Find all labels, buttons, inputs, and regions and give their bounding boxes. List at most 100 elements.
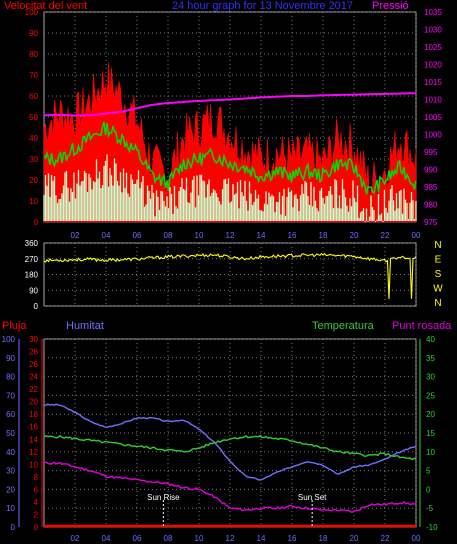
direction-tick: 360 bbox=[25, 239, 39, 248]
wind-x-tick: 22 bbox=[381, 231, 390, 240]
wind-low-series bbox=[43, 154, 417, 222]
rain-tick: 10 bbox=[29, 460, 38, 469]
sunrise-label: Sun Rise bbox=[147, 493, 180, 502]
pressure-tick: 1015 bbox=[424, 78, 442, 87]
wind-x-tick: 02 bbox=[71, 231, 80, 240]
pressure-tick: 1020 bbox=[424, 61, 442, 70]
wind-x-tick: 18 bbox=[319, 231, 328, 240]
direction-tick: 270 bbox=[25, 255, 39, 264]
direction-tick: 0 bbox=[34, 302, 39, 311]
rain-tick: 20 bbox=[29, 398, 38, 407]
rain-tick: 4 bbox=[34, 498, 39, 507]
lower-x-tick: 02 bbox=[71, 534, 80, 543]
rain-tick: 16 bbox=[29, 423, 38, 432]
direction-series bbox=[43, 252, 417, 299]
lower-x-tick: 00 bbox=[412, 534, 421, 543]
wind-speed-tick: 80 bbox=[29, 50, 38, 59]
rain-tick: 14 bbox=[29, 435, 38, 444]
compass-letter: N bbox=[434, 240, 441, 251]
sunset-label: Sun Set bbox=[298, 493, 327, 502]
pressure-series bbox=[43, 92, 417, 117]
humidity-tick: 60 bbox=[6, 410, 15, 419]
humidity-tick: 30 bbox=[6, 467, 15, 476]
rain-tick: 6 bbox=[34, 485, 39, 494]
wind-speed-tick: 0 bbox=[34, 218, 39, 227]
temperature-tick: 30 bbox=[426, 373, 435, 382]
wind-x-tick: 00 bbox=[412, 231, 421, 240]
temperature-tick: -10 bbox=[426, 523, 438, 532]
wind-x-tick: 12 bbox=[226, 231, 235, 240]
compass-letter: N bbox=[434, 298, 441, 309]
lower-x-tick: 18 bbox=[319, 534, 328, 543]
wind-speed-tick: 50 bbox=[29, 113, 38, 122]
rain-tick: 30 bbox=[29, 335, 38, 344]
graph-title: 24 hour graph for 13 Novembre 2017 bbox=[172, 0, 354, 12]
rain-tick: 8 bbox=[34, 473, 39, 482]
pressure-tick: 985 bbox=[424, 183, 438, 192]
pressure-tick: 995 bbox=[424, 148, 438, 157]
pressure-tick: 1030 bbox=[424, 26, 442, 35]
wind-speed-tick: 30 bbox=[29, 155, 38, 164]
temperature-tick: 20 bbox=[426, 410, 435, 419]
temperature-tick: 40 bbox=[426, 335, 435, 344]
direction-tick: 180 bbox=[25, 271, 39, 280]
lower-x-tick: 16 bbox=[288, 534, 297, 543]
wind-speed-tick: 70 bbox=[29, 71, 38, 80]
pressure-tick: 1010 bbox=[424, 96, 442, 105]
wind-x-tick: 16 bbox=[288, 231, 297, 240]
compass-letter: E bbox=[435, 255, 442, 266]
temperature-tick: 35 bbox=[426, 354, 435, 363]
pressure-tick: 1035 bbox=[424, 8, 442, 17]
rain-tick: 26 bbox=[29, 360, 38, 369]
humidity-tick: 50 bbox=[6, 429, 15, 438]
wind-speed-tick: 40 bbox=[29, 134, 38, 143]
lower-x-tick: 20 bbox=[350, 534, 359, 543]
lower-x-tick: 14 bbox=[257, 534, 266, 543]
wind-speed-tick: 20 bbox=[29, 176, 38, 185]
pressure-title: Pressió bbox=[372, 0, 409, 12]
humidity-label: Humitat bbox=[66, 320, 104, 332]
temperature-tick: 15 bbox=[426, 429, 435, 438]
dewpoint-series bbox=[43, 461, 417, 514]
wind-speed-tick: 100 bbox=[25, 8, 39, 17]
temperature-series bbox=[43, 434, 417, 461]
humidity-tick: 100 bbox=[2, 335, 16, 344]
direction-tick: 90 bbox=[29, 286, 38, 295]
humidity-tick: 10 bbox=[6, 504, 15, 513]
humidity-tick: 90 bbox=[6, 354, 15, 363]
lower-x-tick: 08 bbox=[164, 534, 173, 543]
wind-speed-tick: 90 bbox=[29, 29, 38, 38]
rain-tick: 18 bbox=[29, 410, 38, 419]
temperature-tick: 5 bbox=[426, 467, 431, 476]
humidity-tick: 0 bbox=[11, 523, 16, 532]
rain-tick: 0 bbox=[34, 523, 39, 532]
pressure-tick: 990 bbox=[424, 166, 438, 175]
temperature-tick: 25 bbox=[426, 391, 435, 400]
humidity-tick: 20 bbox=[6, 485, 15, 494]
pressure-tick: 1005 bbox=[424, 113, 442, 122]
wind-x-tick: 06 bbox=[133, 231, 142, 240]
temperature-label: Temperatura bbox=[312, 320, 374, 332]
lower-x-tick: 06 bbox=[133, 534, 142, 543]
wind-speed-tick: 60 bbox=[29, 92, 38, 101]
temperature-tick: 0 bbox=[426, 485, 431, 494]
rain-tick: 12 bbox=[29, 448, 38, 457]
pressure-tick: 1025 bbox=[424, 43, 442, 52]
rain-tick: 2 bbox=[34, 510, 39, 519]
wind-x-tick: 14 bbox=[257, 231, 266, 240]
rain-tick: 28 bbox=[29, 348, 38, 357]
wind-x-tick: 20 bbox=[350, 231, 359, 240]
humidity-tick: 80 bbox=[6, 373, 15, 382]
wind-x-tick: 04 bbox=[102, 231, 111, 240]
temperature-tick: 10 bbox=[426, 448, 435, 457]
wind-average-series bbox=[43, 121, 417, 195]
rain-label: Pluja bbox=[2, 320, 27, 332]
pressure-tick: 980 bbox=[424, 201, 438, 210]
lower-x-tick: 04 bbox=[102, 534, 111, 543]
dewpoint-label: Punt rosada bbox=[392, 320, 452, 332]
lower-x-tick: 22 bbox=[381, 534, 390, 543]
wind-speed-title: Velocitat del vent bbox=[4, 0, 88, 12]
temperature-tick: -5 bbox=[426, 504, 434, 513]
humidity-series bbox=[43, 403, 417, 481]
